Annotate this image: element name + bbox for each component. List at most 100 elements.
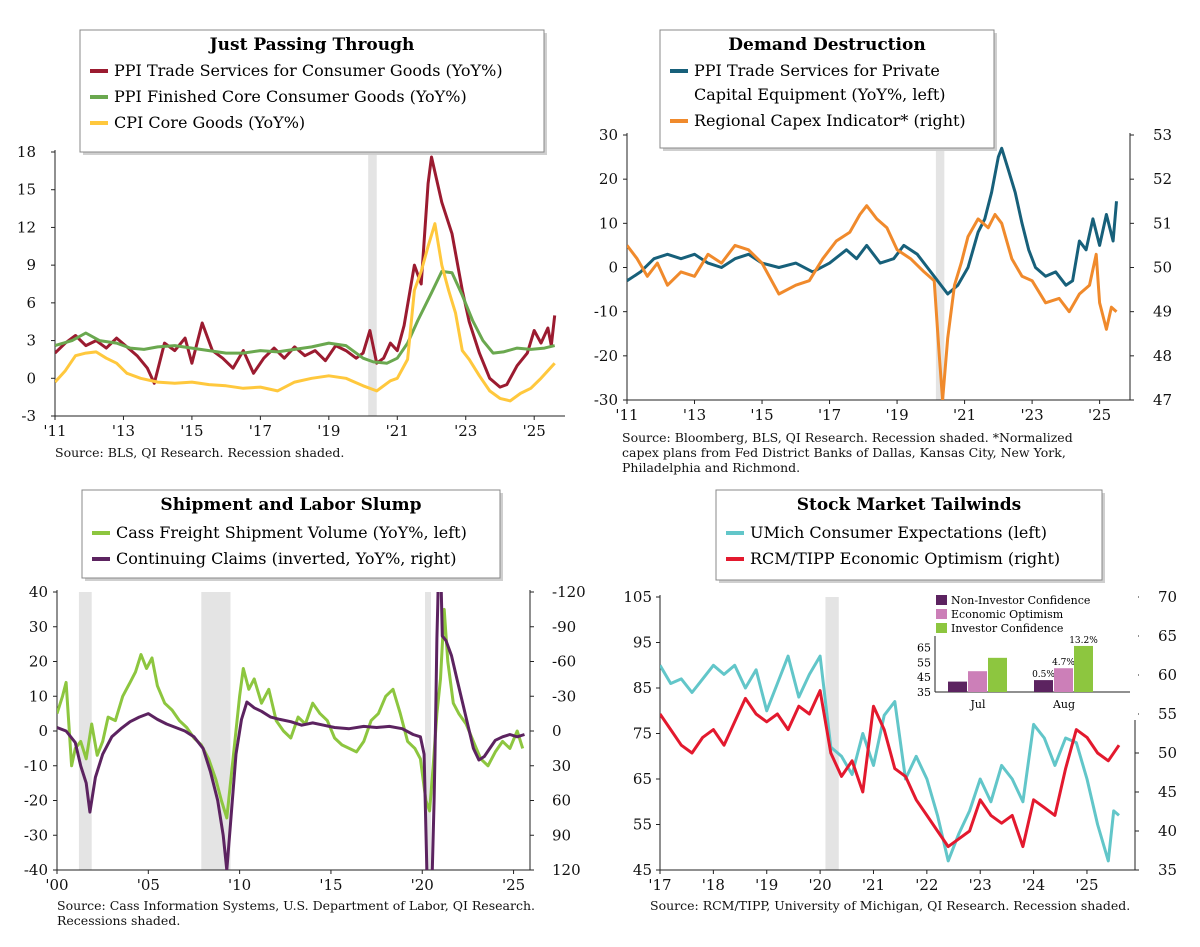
y-tick-label: -20	[24, 792, 48, 810]
x-tick-label: '25	[502, 876, 525, 894]
source-note: Philadelphia and Richmond.	[622, 460, 800, 475]
y2-tick-label: -120	[552, 583, 586, 601]
y2-tick-label: 40	[1158, 822, 1177, 840]
y-tick-label: 15	[17, 181, 36, 199]
series-line-1	[660, 654, 1120, 863]
x-tick-label: '00	[45, 876, 68, 894]
y-tick-label: 6	[26, 294, 36, 312]
x-tick-label: '20	[809, 876, 832, 894]
y-tick-label: 20	[599, 170, 618, 188]
x-tick-label: '15	[750, 406, 773, 424]
x-tick-label: '17	[249, 422, 272, 440]
y2-tick-label: 48	[1153, 347, 1172, 365]
recession-band	[825, 597, 839, 870]
x-tick-label: '23	[454, 422, 477, 440]
series-line-1	[55, 155, 557, 389]
source-note: Recessions shaded.	[57, 913, 180, 928]
inset-bar-label: 13.2%	[1069, 636, 1098, 646]
chart-4: 45 55 65 75 85 95 105 35 40 45 50 55 60 65 70 '17 '18 '19…	[623, 489, 1177, 894]
x-tick-label: '25	[1075, 876, 1098, 894]
y-tick-label: 0	[38, 722, 48, 740]
y-tick-label: 3	[26, 332, 36, 350]
inset-legend-label: Non-Investor Confidence	[951, 594, 1090, 607]
inset-background	[928, 592, 1138, 720]
y-tick-label: 10	[29, 687, 48, 705]
inset-y-tick-label: 45	[917, 671, 931, 684]
legend-box	[79, 29, 545, 153]
y2-tick-label: 49	[1153, 303, 1172, 321]
y2-tick-label: 0	[552, 722, 562, 740]
chart-2: -30 -20 -10 0 10 20 30 47 48 49 50 51 52 53 '11 '13 '15 '…	[594, 29, 1172, 424]
y-tick-label: 65	[633, 770, 652, 788]
x-tick-label: '24	[1022, 876, 1045, 894]
chart-title: Demand Destruction	[728, 35, 925, 55]
series-line-2	[55, 269, 556, 365]
legend-label: RCM/TIPP Economic Optimism (right)	[750, 549, 1060, 568]
y2-tick-label: 47	[1153, 391, 1172, 409]
inset-bar	[1054, 668, 1073, 692]
x-tick-label: '15	[319, 876, 342, 894]
x-tick-label: '21	[953, 406, 976, 424]
y-tick-label: -3	[21, 407, 36, 425]
x-tick-label: '25	[1088, 406, 1111, 424]
x-tick-label: '17	[818, 406, 841, 424]
inset-y-tick-label: 65	[917, 641, 931, 654]
x-tick-label: '22	[915, 876, 938, 894]
series-line-2	[660, 689, 1121, 849]
x-tick-label: '11	[43, 422, 66, 440]
x-tick-label: '05	[137, 876, 160, 894]
y-tick-label: 30	[599, 126, 618, 144]
inset-legend-swatch	[936, 609, 947, 619]
series-line-3	[55, 222, 556, 403]
y-tick-label: -20	[594, 347, 618, 365]
inset-legend-label: Investor Confidence	[951, 622, 1063, 635]
legend-label: Cass Freight Shipment Volume (YoY%, left…	[116, 523, 467, 542]
x-tick-label: '19	[885, 406, 908, 424]
y2-tick-label: -30	[552, 687, 576, 705]
source-note: Source: Bloomberg, BLS, QI Research. Rec…	[622, 430, 1073, 445]
inset-bar	[948, 681, 967, 692]
series-line-1	[57, 607, 525, 820]
y-tick-label: 0	[26, 369, 36, 387]
source-note: Source: RCM/TIPP, University of Michigan…	[650, 898, 1130, 913]
x-tick-label: '19	[317, 422, 340, 440]
y2-tick-label: 50	[1158, 744, 1177, 762]
y-tick-label: -10	[594, 303, 618, 321]
inset-legend-swatch	[936, 595, 947, 605]
y-tick-label: 12	[17, 218, 36, 236]
x-tick-label: '13	[112, 422, 135, 440]
y-tick-label: 0	[608, 259, 618, 277]
y-tick-label: 55	[633, 816, 652, 834]
x-tick-label: '13	[683, 406, 706, 424]
y2-tick-label: 53	[1153, 126, 1172, 144]
y-tick-label: -30	[24, 826, 48, 844]
y-tick-label: -30	[594, 391, 618, 409]
x-tick-label: '21	[386, 422, 409, 440]
inset-bar	[988, 657, 1007, 692]
inset-bar	[1034, 680, 1053, 692]
legend-label: PPI Finished Core Consumer Goods (YoY%)	[114, 87, 467, 106]
y-tick-label: 45	[633, 861, 652, 879]
x-tick-label: '11	[615, 406, 638, 424]
y-tick-label: -10	[24, 757, 48, 775]
y-tick-label: 95	[633, 634, 652, 652]
y-tick-label: 20	[29, 653, 48, 671]
x-tick-label: '21	[862, 876, 885, 894]
x-tick-label: '15	[180, 422, 203, 440]
source-note: Source: Cass Information Systems, U.S. D…	[57, 898, 535, 913]
inset-bar	[1074, 645, 1093, 692]
y-tick-label: 30	[29, 618, 48, 636]
recession-band	[424, 592, 431, 870]
y2-tick-label: 45	[1158, 783, 1177, 801]
y-tick-label: 105	[623, 588, 652, 606]
x-tick-label: '19	[755, 876, 778, 894]
legend-label: PPI Trade Services for Consumer Goods (Y…	[114, 61, 503, 80]
inset-y-tick-label: 55	[917, 656, 931, 669]
legend-label: CPI Core Goods (YoY%)	[114, 113, 305, 132]
y2-tick-label: 52	[1153, 170, 1172, 188]
chart-3: -40 -30 -20 -10 0 10 20 30 40 120 90 60 30 0 -30 -60 -90…	[24, 489, 586, 894]
series-line-1	[627, 146, 1118, 296]
chart-title: Shipment and Labor Slump	[160, 495, 421, 515]
